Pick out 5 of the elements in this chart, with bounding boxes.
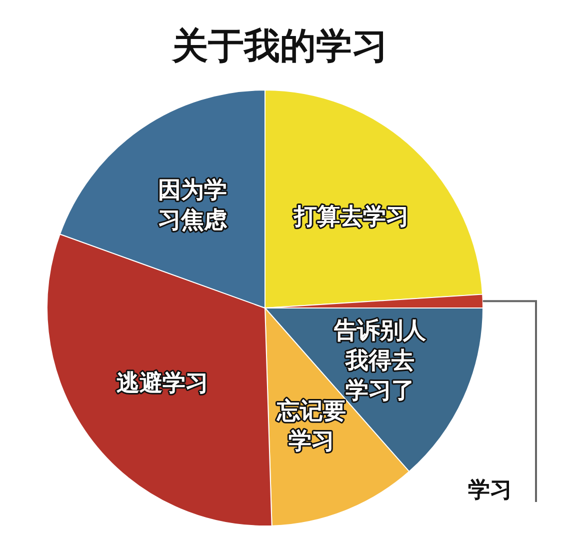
slice-label: 因为学习焦虑 (158, 178, 228, 234)
slice-label: 打算去学习 (293, 204, 410, 230)
slice-label: 学习 (468, 478, 512, 503)
slice-label: 逃避学习 (116, 370, 209, 396)
chart-title: 关于我的学习 (171, 26, 388, 67)
